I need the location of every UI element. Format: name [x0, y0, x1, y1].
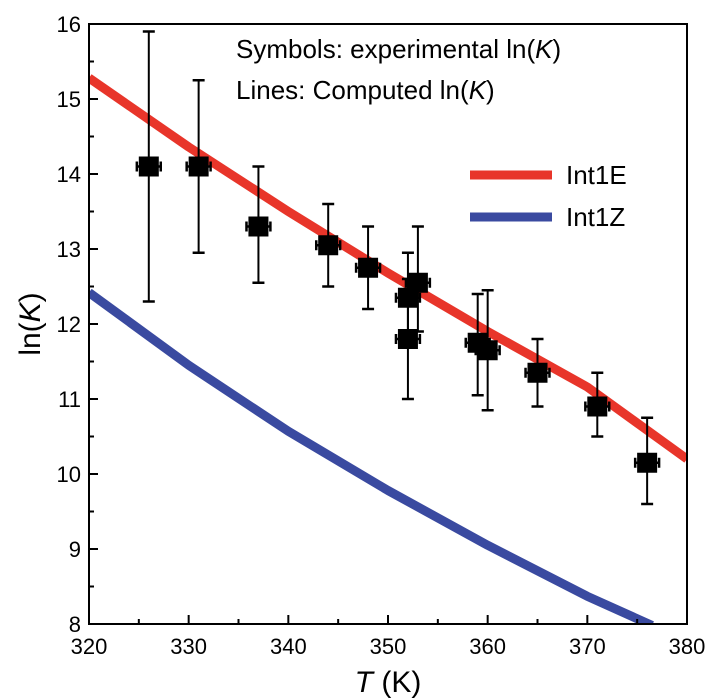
data-marker — [407, 272, 428, 293]
data-marker — [587, 396, 608, 417]
series-line-int1e — [89, 74, 687, 463]
data-point — [185, 79, 212, 254]
y-tick-label: 8 — [69, 612, 81, 637]
x-tick-label: 350 — [370, 634, 407, 659]
x-axis-label: T (K) — [355, 666, 422, 699]
x-tick-label: 360 — [469, 634, 506, 659]
data-marker — [248, 216, 269, 237]
legend-label-int1z: Int1Z — [566, 202, 625, 232]
data-marker — [397, 329, 418, 349]
x-tick-label: 320 — [71, 634, 108, 659]
data-point — [135, 30, 163, 303]
x-tick-label: 330 — [170, 634, 207, 659]
annotation-text: Symbols: experimental ln(K) — [236, 34, 561, 64]
y-tick-label: 9 — [69, 537, 81, 562]
x-tick-label: 380 — [669, 634, 706, 659]
y-tick-label: 14 — [57, 162, 81, 187]
y-tick-label: 11 — [58, 387, 81, 412]
data-point — [524, 337, 551, 408]
y-tick-label: 10 — [57, 462, 81, 487]
data-marker — [318, 235, 339, 256]
data-point — [394, 277, 422, 401]
data-marker — [138, 156, 159, 177]
data-marker — [477, 340, 498, 361]
data-point — [633, 416, 661, 506]
y-tick-label: 16 — [57, 12, 81, 37]
data-point — [474, 289, 501, 412]
series-line-int1z — [89, 288, 654, 624]
data-point — [354, 225, 382, 311]
y-axis-label: ln(K) — [14, 292, 47, 355]
legend-label-int1e: Int1E — [566, 160, 627, 190]
data-point — [245, 165, 272, 284]
data-marker — [527, 362, 548, 383]
data-marker — [358, 257, 379, 278]
data-point — [314, 202, 342, 288]
data-marker — [188, 156, 209, 177]
y-tick-label: 15 — [57, 87, 81, 112]
y-tick-label: 12 — [57, 312, 81, 337]
plot-frame — [88, 23, 688, 625]
y-tick-label: 13 — [57, 237, 81, 262]
annotation-text: Lines: Computed ln(K) — [236, 75, 495, 105]
data-marker — [637, 452, 658, 473]
x-tick-label: 370 — [569, 634, 606, 659]
x-tick-label: 340 — [270, 634, 307, 659]
data-point — [404, 225, 432, 333]
data-point — [584, 371, 611, 438]
